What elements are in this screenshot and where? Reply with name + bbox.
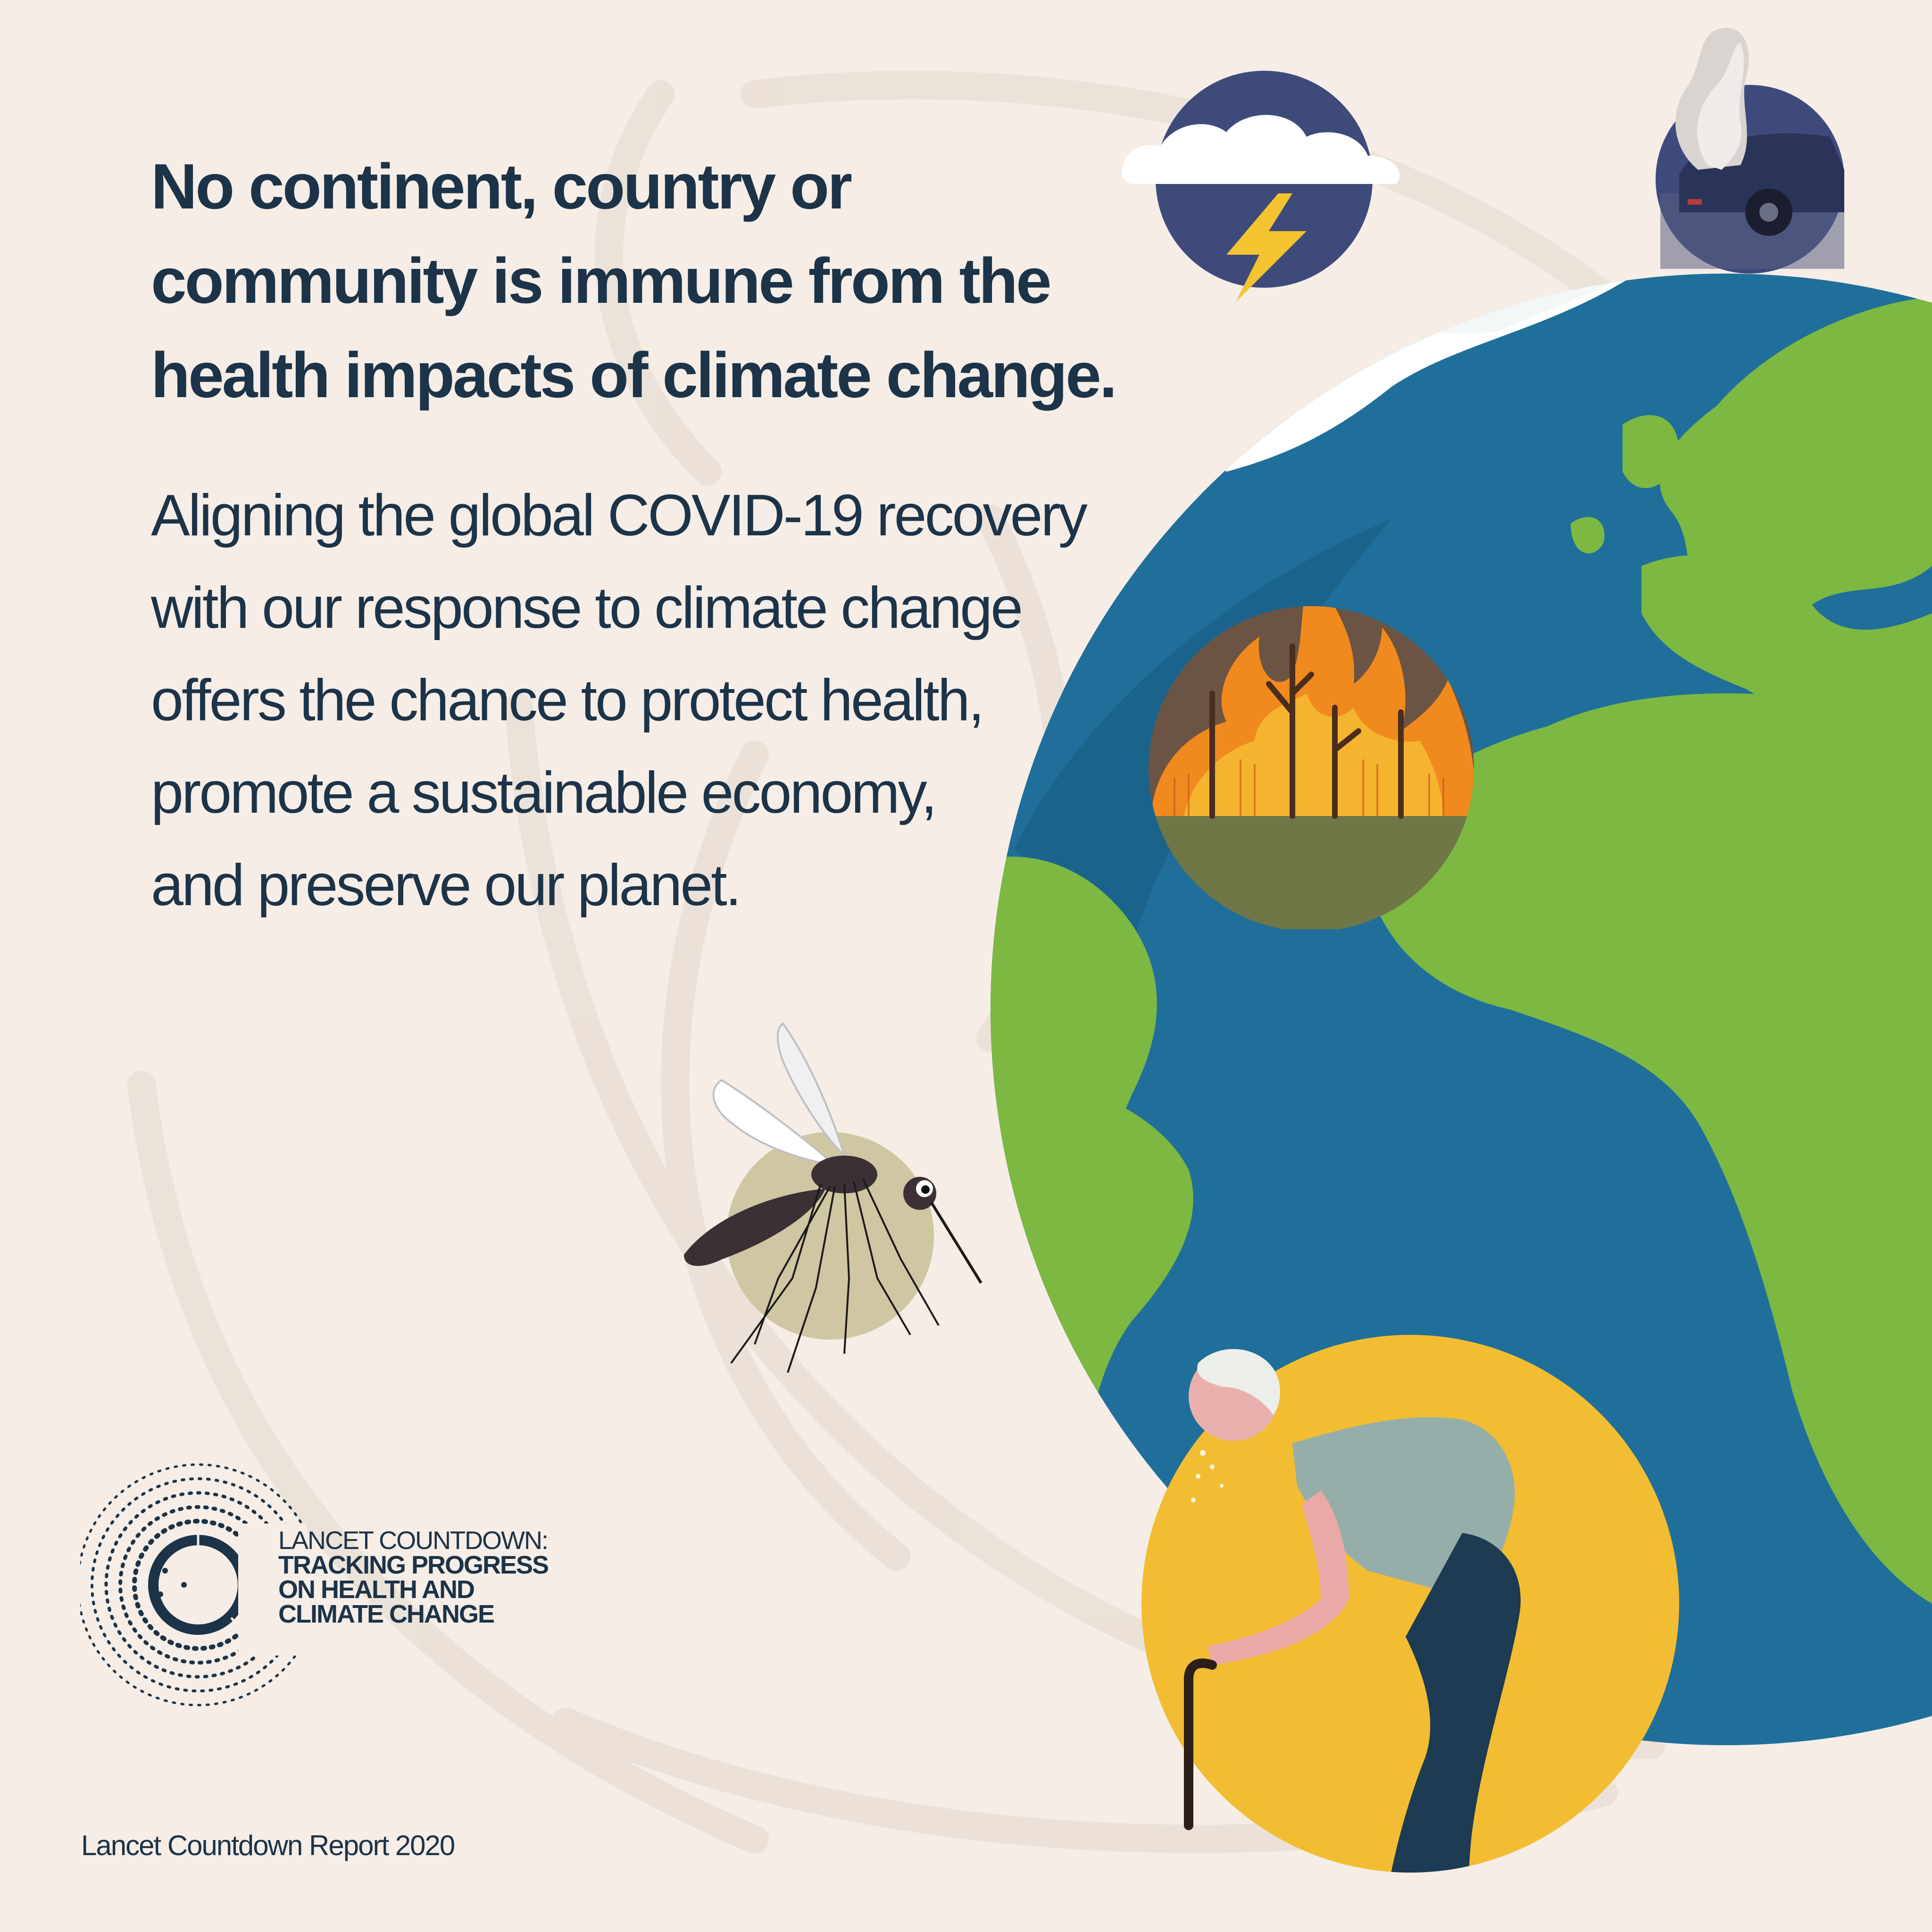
headline-line: No continent, country or (151, 150, 852, 222)
body-line: offers the chance to protect health, (151, 668, 984, 733)
logo-line: TRACKING PROGRESS (278, 1551, 549, 1579)
logo-line: CLIMATE CHANGE (278, 1600, 495, 1628)
body-line: with our response to climate change (151, 575, 1023, 641)
car-exhaust-icon (1656, 27, 1844, 274)
body-line: promote a sustainable economy, (151, 760, 937, 825)
mosquito-icon (684, 1022, 983, 1373)
elderly-man-heat-icon (1141, 1335, 1679, 1873)
footer-caption: Lancet Countdown Report 2020 (81, 1830, 455, 1861)
headline: No continent, country or community is im… (151, 139, 1117, 422)
body-line: Aligning the global COVID-19 recovery (151, 483, 1088, 548)
body-line: and preserve our planet. (151, 853, 741, 918)
body-text: Aligning the global COVID-19 recovery wi… (151, 469, 1088, 932)
storm-cloud-icon (1122, 71, 1400, 302)
headline-line: community is immune from the (151, 245, 1052, 316)
logo-line: LANCET COUNTDOWN: (278, 1526, 549, 1555)
logo-line: ON HEALTH AND (278, 1575, 475, 1604)
logo-text: LANCET COUNTDOWN: TRACKING PROGRESS ON H… (278, 1526, 549, 1628)
lancet-countdown-logo (80, 1463, 307, 1707)
wildfire-icon (1149, 606, 1474, 929)
headline-line: health impacts of climate change. (151, 339, 1117, 411)
